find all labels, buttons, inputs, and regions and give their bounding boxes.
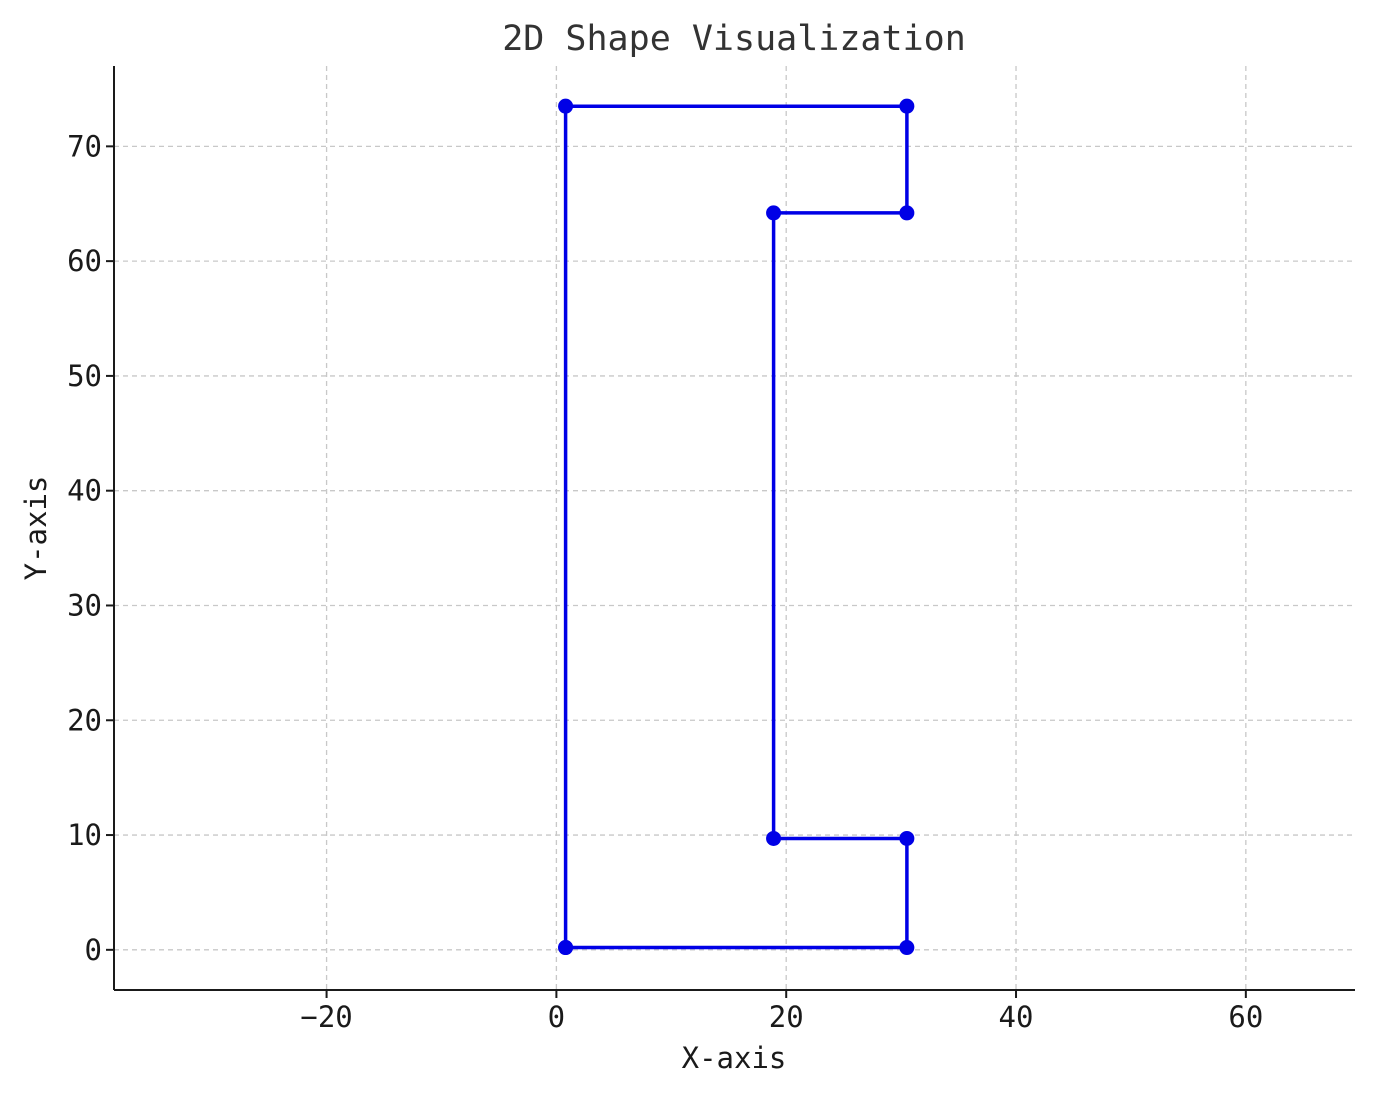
vertex-point — [899, 830, 915, 846]
y-tick-label: 10 — [67, 818, 102, 852]
y-tick-label: 30 — [67, 588, 102, 622]
vertex-point — [899, 940, 915, 956]
chart-title: 2D Shape Visualization — [502, 19, 966, 59]
grid-lines — [114, 66, 1355, 990]
y-tick-label: 20 — [67, 703, 102, 737]
y-tick-label: 0 — [85, 933, 102, 967]
vertex-point — [899, 205, 915, 221]
x-tick-label: 60 — [1228, 1000, 1263, 1034]
y-axis-ticks: 0 10 20 30 40 50 60 70 — [67, 129, 114, 967]
y-tick-label: 70 — [67, 129, 102, 163]
vertex-point — [766, 205, 782, 221]
shape-series — [558, 98, 915, 956]
y-tick-label: 50 — [67, 359, 102, 393]
x-axis-ticks: −20 0 20 40 60 — [300, 990, 1263, 1034]
y-tick-label: 60 — [67, 244, 102, 278]
x-tick-label: 0 — [548, 1000, 565, 1034]
vertex-point — [558, 940, 574, 956]
y-axis-label: Y-axis — [19, 476, 53, 581]
y-tick-label: 40 — [67, 474, 102, 508]
vertex-point — [899, 98, 915, 114]
x-axis-label: X-axis — [682, 1041, 787, 1075]
x-tick-label: −20 — [300, 1000, 352, 1034]
vertex-point — [766, 830, 782, 846]
vertex-point — [558, 98, 574, 114]
x-tick-label: 40 — [999, 1000, 1034, 1034]
x-tick-label: 20 — [769, 1000, 804, 1034]
